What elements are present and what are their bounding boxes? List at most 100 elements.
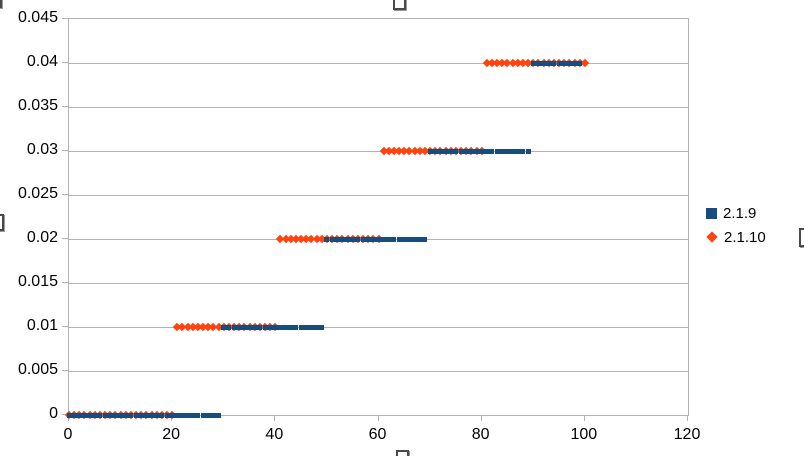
chart-legend[interactable]: 2.1.9 2.1.10 [706, 201, 766, 249]
data-point-square [572, 60, 578, 66]
y-axis-tick [62, 282, 68, 283]
x-axis-tick-label: 100 [570, 426, 598, 443]
data-point-square [190, 412, 196, 418]
y-axis-tick-label: 0.005 [17, 361, 58, 378]
data-point-square [551, 60, 557, 66]
y-axis-tick-label: 0 [49, 405, 58, 422]
data-point-square [87, 412, 93, 418]
data-point-square [432, 148, 438, 154]
data-point-square [272, 324, 278, 330]
data-point-square [535, 60, 541, 66]
data-point-square [308, 324, 314, 330]
data-point-square [195, 412, 201, 418]
y-axis-tick [62, 62, 68, 63]
y-axis-tick-label: 0.035 [17, 97, 58, 114]
data-point-square [396, 236, 402, 242]
data-point-square [128, 412, 134, 418]
data-point-square [530, 60, 536, 66]
data-point-square [76, 412, 82, 418]
data-point-square [370, 236, 376, 242]
data-point-square [257, 324, 263, 330]
data-point-square [118, 412, 124, 418]
data-point-square [66, 412, 72, 418]
data-point-square [236, 324, 242, 330]
y-gridline [69, 194, 688, 196]
x-axis-tick [583, 415, 585, 421]
y-axis-tick [62, 238, 68, 239]
data-point-square [541, 60, 547, 66]
data-point-square [293, 324, 299, 330]
data-point-square [546, 60, 552, 66]
data-point-square [324, 236, 330, 242]
data-point-square [350, 236, 356, 242]
data-point-square [133, 412, 139, 418]
data-point-square [468, 148, 474, 154]
data-point-square [448, 148, 454, 154]
y-gridline [69, 106, 688, 108]
data-point-square [329, 236, 335, 242]
data-point-square [298, 324, 304, 330]
chart-plot-area[interactable] [64, 18, 689, 420]
data-point-square [205, 412, 211, 418]
data-point-square [494, 148, 500, 154]
x-axis-tick [480, 415, 482, 421]
selection-handle-top-center[interactable] [393, 0, 406, 10]
data-point-square [200, 412, 206, 418]
legend-entry-2-1-10[interactable]: 2.1.10 [706, 225, 766, 249]
y-axis-tick-label: 0.03 [26, 141, 58, 158]
y-axis-tick [62, 326, 68, 327]
data-point-square [499, 148, 505, 154]
data-point-square [406, 236, 412, 242]
data-point-square [427, 148, 433, 154]
data-point-square [149, 412, 155, 418]
data-point-square [169, 412, 175, 418]
y-gridline [69, 370, 688, 372]
x-axis-tick-label: 60 [368, 426, 387, 443]
y-gridline [69, 282, 688, 284]
data-point-square [216, 412, 222, 418]
legend-entry-2-1-9[interactable]: 2.1.9 [706, 201, 766, 225]
y-axis-tick-label: 0.04 [26, 53, 58, 70]
x-axis-tick-label: 20 [162, 426, 181, 443]
data-point-square [179, 412, 185, 418]
data-point-square [515, 148, 521, 154]
data-point-square [164, 412, 170, 418]
red-diamond-marker-icon [706, 231, 718, 243]
data-point-square [247, 324, 253, 330]
data-point-square [417, 236, 423, 242]
data-point-square [376, 236, 381, 242]
data-point-square [525, 148, 531, 154]
data-point-square [484, 148, 490, 154]
y-gridline [69, 326, 688, 328]
data-point-square [401, 236, 407, 242]
data-point-square [458, 148, 464, 154]
y-axis-tick-label: 0.025 [17, 185, 58, 202]
y-axis-tick-label: 0.045 [17, 9, 58, 26]
x-axis-tick-label: 120 [673, 426, 701, 443]
y-axis-tick [62, 150, 68, 151]
data-point-square [355, 236, 361, 242]
data-point-square [556, 60, 562, 66]
data-point-square [365, 236, 371, 242]
selection-handle-bottom-center[interactable] [396, 450, 409, 456]
y-axis-tick-label: 0.01 [26, 317, 58, 334]
data-point-square [412, 236, 418, 242]
y-axis-tick [62, 18, 68, 19]
data-point-square [520, 148, 526, 154]
data-point-square [566, 60, 572, 66]
data-point-square [231, 324, 237, 330]
data-point-square [360, 236, 366, 242]
legend-label: 2.1.10 [724, 228, 766, 246]
y-axis-tick [62, 370, 68, 371]
data-point-square [92, 412, 98, 418]
data-point-square [422, 236, 428, 242]
data-point-square [577, 60, 583, 66]
x-axis-tick-label: 0 [63, 426, 73, 443]
data-point-square [262, 324, 268, 330]
legend-label: 2.1.9 [723, 204, 757, 222]
x-axis-tick-label: 80 [471, 426, 490, 443]
selection-handle-right-middle[interactable] [799, 228, 804, 247]
selection-handle-top-left[interactable] [0, 0, 2, 8]
selection-handle-left-middle[interactable] [0, 214, 4, 231]
